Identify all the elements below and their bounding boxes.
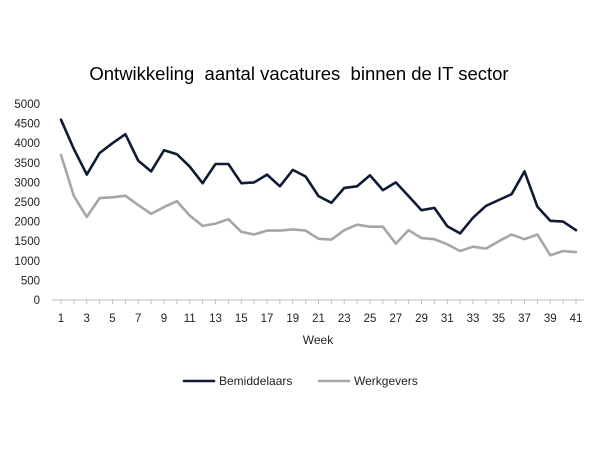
y-tick-label: 3500	[14, 158, 40, 170]
x-tick-label: 21	[312, 313, 325, 325]
x-tick-label: 13	[209, 313, 222, 325]
x-tick-label: 35	[492, 313, 505, 325]
x-tick-label: 3	[84, 313, 90, 325]
x-tick-label: 39	[544, 313, 557, 325]
series-line-bemiddelaars	[59, 118, 578, 235]
legend-label-bemiddelaars: Bemiddelaars	[219, 374, 292, 388]
y-tick-label: 2500	[14, 197, 40, 209]
x-tick-label: 25	[364, 313, 377, 325]
y-tick-label: 4000	[14, 138, 40, 150]
x-tick-label: 5	[109, 313, 115, 325]
x-tick-label: 15	[235, 313, 248, 325]
chart-title: Ontwikkeling aantal vacatures binnen de …	[89, 63, 508, 84]
x-tick-label: 37	[518, 313, 531, 325]
x-tick-label: 27	[389, 313, 402, 325]
y-tick-label: 1000	[14, 256, 40, 268]
y-tick-label: 0	[34, 295, 40, 307]
y-tick-label: 4500	[14, 119, 40, 131]
x-tick-label: 11	[184, 313, 196, 325]
series-line-werkgevers	[59, 153, 578, 257]
x-tick-label: 19	[286, 313, 299, 325]
x-tick-label: 29	[415, 313, 428, 325]
y-tick-label: 500	[21, 275, 40, 287]
x-axis: 1 3 5 7 9 11 13 15 17 19 21 23 25 27 29 31 33 35 37 39 41	[52, 299, 584, 325]
y-tick-label: 2000	[14, 217, 40, 229]
plot-area	[59, 118, 578, 257]
legend: Bemiddelaars Werkgevers	[182, 374, 418, 388]
y-axis: 0 500 1000 1500 2000 2500 3000 3500 4000 4500 5000	[14, 99, 40, 307]
y-tick-label: 3000	[14, 177, 40, 189]
x-tick-label: 9	[161, 313, 167, 325]
x-tick-label: 23	[338, 313, 351, 325]
x-tick-label: 31	[441, 313, 454, 325]
x-tick-label: 17	[261, 313, 274, 325]
x-axis-label: Week	[303, 333, 334, 347]
x-tick-label: 33	[467, 313, 480, 325]
y-tick-label: 1500	[14, 236, 40, 248]
x-tick-label: 1	[58, 313, 64, 325]
y-tick-label: 5000	[14, 99, 40, 111]
x-tick-label: 41	[570, 313, 583, 325]
x-tick-label: 7	[135, 313, 141, 325]
legend-label-werkgevers: Werkgevers	[354, 374, 418, 388]
